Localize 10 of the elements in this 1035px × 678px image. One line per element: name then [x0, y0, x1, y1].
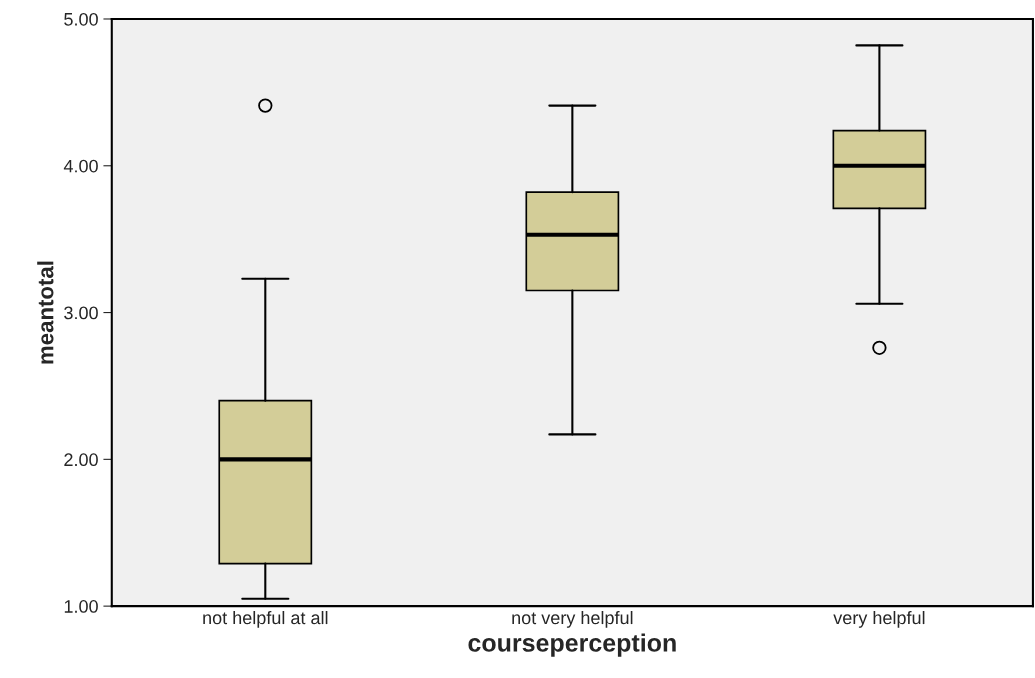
- y-tick-label: 3.00: [64, 306, 98, 320]
- x-tick-label: very helpful: [833, 610, 925, 628]
- y-tick-label: 1.00: [64, 600, 98, 613]
- y-axis-title: meantotal: [37, 261, 54, 364]
- x-axis-title: courseperception: [468, 633, 676, 657]
- x-tick-label: not very helpful: [512, 610, 633, 628]
- y-tick-label: 5.00: [64, 12, 98, 26]
- y-tick-label: 4.00: [63, 159, 98, 173]
- x-tick-label: not helpful at all: [203, 610, 328, 628]
- y-tick-label: 2.00: [64, 453, 98, 467]
